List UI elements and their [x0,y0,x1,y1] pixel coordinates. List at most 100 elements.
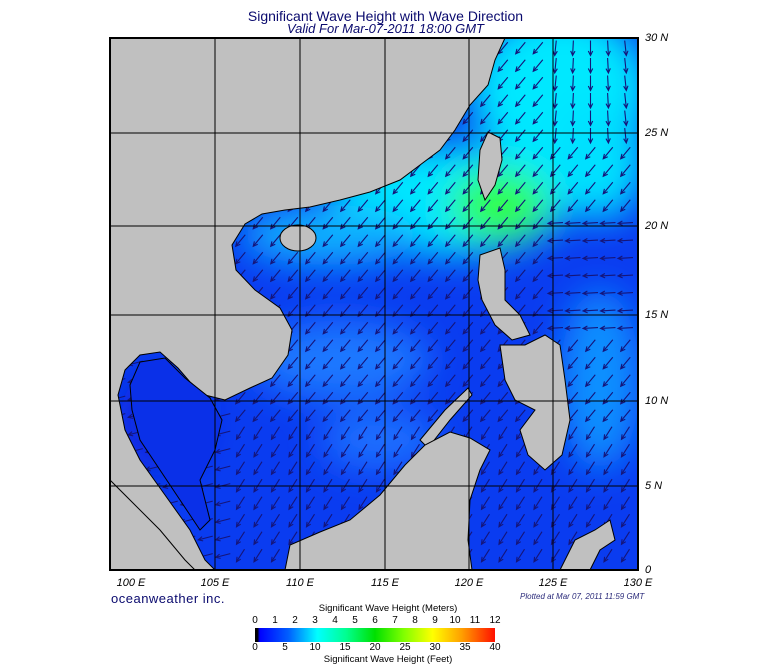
lon-label: 125 E [538,577,568,589]
wave-direction-arrow [197,535,213,542]
wave-direction-arrow [616,273,634,279]
wave-direction-arrow [393,426,403,441]
wave-direction-arrow [623,40,629,57]
lat-label: 10 N [645,395,669,407]
wave-direction-arrow [497,164,509,178]
wave-direction-arrow [479,111,491,125]
wave-direction-arrow [480,426,490,441]
wave-direction-arrow [552,40,558,57]
wave-direction-arrow [587,57,594,75]
wave-direction-arrow [570,75,576,92]
wave-direction-arrow [462,251,474,265]
wave-direction-arrow [392,409,404,423]
wave-direction-arrow [514,251,526,265]
wave-direction-arrow [532,111,544,125]
wave-direction-arrow [339,286,351,300]
wave-direction-arrow [532,41,544,55]
wave-direction-arrow [599,220,616,226]
wave-direction-arrow [497,59,509,73]
wave-direction-arrow [533,496,543,511]
wave-direction-arrow [462,129,474,143]
wave-direction-arrow [497,199,509,213]
wave-direction-arrow [339,356,351,370]
wave-direction-arrow [253,531,263,546]
wave-direction-arrow [444,251,456,265]
wave-direction-arrow [392,234,404,248]
wave-direction-arrow [235,461,245,476]
wave-direction-arrow [584,181,596,195]
wave-direction-arrow [270,531,280,546]
wave-direction-arrow [444,181,456,195]
wave-direction-arrow [620,531,630,546]
wave-direction-arrow [570,40,576,57]
wave-direction-arrow [270,496,280,511]
wave-direction-arrow [322,321,334,335]
wave-direction-arrow [619,199,631,213]
wave-direction-arrow [479,356,491,370]
wave-direction-arrow [549,146,561,160]
wave-direction-arrow [235,513,245,528]
wave-direction-arrow [532,129,544,143]
wave-direction-arrow [587,75,594,92]
wave-direction-arrow [620,496,630,511]
wave-direction-arrow [235,496,245,511]
wave-direction-arrow [619,356,631,370]
wave-direction-arrow [498,513,508,528]
wave-direction-arrow [599,255,616,261]
wave-direction-arrow [427,234,439,248]
wave-direction-arrow [552,57,558,75]
wave-direction-arrow [427,269,439,283]
wave-direction-arrow [619,339,631,353]
wave-direction-arrow [214,553,231,559]
wave-direction-arrow [427,339,439,353]
wave-direction-arrow [533,513,543,528]
colorbar-feet-tick: 0 [252,642,258,653]
wave-direction-arrow [497,111,509,125]
wave-direction-arrow [585,461,595,476]
wave-direction-arrow [584,409,596,423]
wave-direction-arrow [497,94,509,108]
wave-direction-arrow [616,255,634,261]
wave-direction-arrow [322,409,334,423]
wave-direction-arrow [552,110,558,127]
wave-direction-arrow [427,286,439,300]
wave-direction-arrow [564,290,581,296]
wave-direction-arrow [532,181,544,195]
wave-direction-arrow [602,146,614,160]
colorbar-feet-tick: 5 [282,642,288,653]
wave-direction-arrow [392,286,404,300]
wave-direction-arrow [287,251,299,265]
wave-direction-arrow [340,443,350,458]
wave-direction-arrow [322,234,334,248]
wave-direction-arrow [374,339,386,353]
wave-direction-arrow [234,251,246,265]
wave-direction-arrow [585,443,595,458]
lon-label: 100 E [116,577,146,589]
wave-direction-arrow [581,325,599,331]
wave-direction-arrow [568,531,578,546]
wave-direction-arrow [605,75,611,92]
wave-direction-arrow [623,127,629,145]
lat-label: 30 N [645,32,669,44]
wave-direction-arrow [546,238,564,244]
wave-direction-arrow [599,308,616,314]
wave-direction-arrow [546,220,564,226]
wave-direction-arrow [358,426,368,441]
land-taiwan [477,131,503,202]
colorbar-feet-tick: 40 [489,642,501,653]
lat-label: 20 N [645,220,669,232]
wave-direction-arrow [605,57,611,75]
wave-direction-arrow [546,308,564,314]
lat-label: 0 [645,564,652,576]
wave-direction-arrow [462,269,474,283]
wave-direction-arrow [533,531,543,546]
wave-direction-arrow [480,496,490,511]
wave-direction-arrow [568,461,578,476]
wave-direction-arrow [339,269,351,283]
land-sumatra [110,479,196,570]
lat-label: 15 N [645,309,669,321]
wave-direction-arrow [444,164,456,178]
colorbar-feet-tick: 20 [369,642,381,653]
wave-direction-arrow [358,496,368,511]
